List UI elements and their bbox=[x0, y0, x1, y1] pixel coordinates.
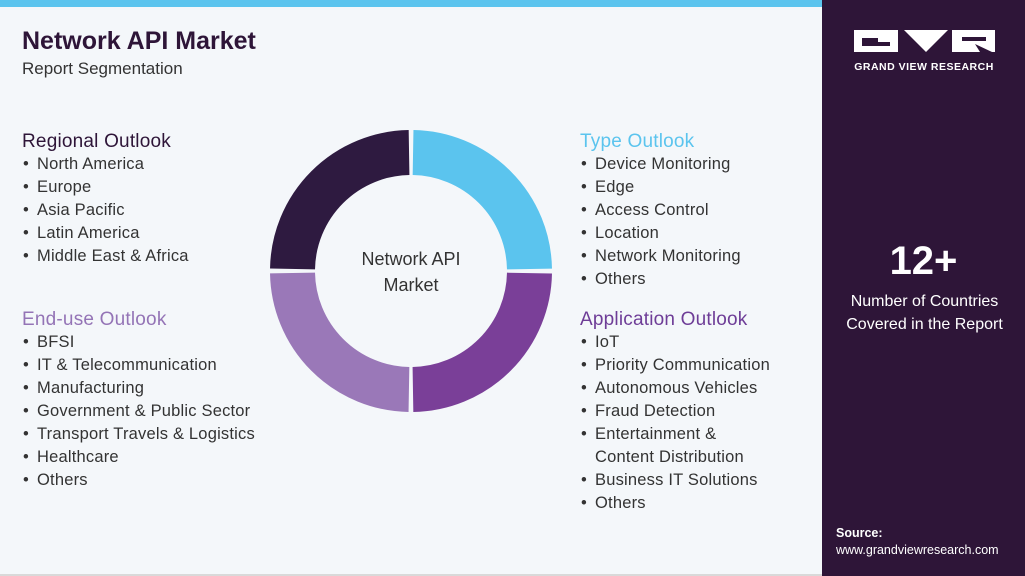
center-label: Market bbox=[383, 275, 438, 295]
segment-item: Manufacturing bbox=[22, 377, 255, 400]
segment: Regional OutlookNorth AmericaEuropeAsia … bbox=[22, 130, 189, 268]
segment-heading: Application Outlook bbox=[580, 309, 748, 330]
brand-name: GRAND VIEW RESEARCH bbox=[854, 61, 994, 73]
segment-item: Asia Pacific bbox=[22, 199, 189, 222]
source-url: www.grandviewresearch.com bbox=[836, 543, 999, 557]
segment-item: Europe bbox=[22, 176, 189, 199]
brand-panel bbox=[822, 0, 1025, 576]
segment-item: IT & Telecommunication bbox=[22, 354, 255, 377]
segment-item: Content Distribution bbox=[595, 448, 744, 466]
segment-item: Fraud Detection bbox=[580, 400, 770, 423]
segment: End-use OutlookBFSIIT & Telecommunicatio… bbox=[22, 308, 255, 492]
segment-item: BFSI bbox=[22, 331, 255, 354]
donut-segment bbox=[269, 130, 552, 412]
segment-item: Access Control bbox=[580, 199, 741, 222]
segment-item: Latin America bbox=[22, 222, 189, 245]
segment-item: Transport Travels & Logistics bbox=[22, 423, 255, 446]
donut-segment bbox=[270, 129, 552, 412]
segment-item: Location bbox=[580, 222, 741, 245]
top-bar bbox=[0, 0, 822, 7]
segment-item: Business IT Solutions bbox=[580, 469, 770, 492]
segment: Type OutlookDevice MonitoringEdgeAccess … bbox=[580, 130, 741, 291]
logo-v bbox=[904, 30, 948, 52]
segment-heading: Type Outlook bbox=[580, 131, 695, 152]
segment-item: North America bbox=[22, 153, 189, 176]
logo bbox=[854, 30, 995, 52]
segment-item: IoT bbox=[580, 331, 770, 354]
donut bbox=[269, 129, 552, 412]
segment-item: Others bbox=[580, 268, 741, 291]
segment-item: Others bbox=[580, 492, 770, 515]
title: Network API Market bbox=[22, 27, 256, 55]
segment-item: Others bbox=[22, 469, 255, 492]
segment-item: Device Monitoring bbox=[580, 153, 741, 176]
segment-item: Government & Public Sector bbox=[22, 400, 255, 423]
segment-item: Edge bbox=[580, 176, 741, 199]
stat-label: Number of Countries Covered in the Repor… bbox=[846, 293, 1003, 333]
donut-segment bbox=[270, 130, 552, 412]
segment-item: Priority Communication bbox=[580, 354, 770, 377]
subtitle: Report Segmentation bbox=[22, 59, 183, 78]
logo-r bbox=[952, 30, 995, 52]
segment-heading: Regional Outlook bbox=[22, 131, 171, 152]
segment-item: Autonomous Vehicles bbox=[580, 377, 770, 400]
segment-item: Entertainment & bbox=[580, 423, 770, 446]
segment-heading: End-use Outlook bbox=[22, 309, 167, 330]
donut-segment bbox=[270, 130, 552, 412]
segment-item: Network Monitoring bbox=[580, 245, 741, 268]
source-label: Source: bbox=[836, 526, 883, 540]
segment-item: Middle East & Africa bbox=[22, 245, 189, 268]
segment-item: Healthcare bbox=[22, 446, 255, 469]
segment: Application OutlookIoTPriority Communica… bbox=[580, 308, 770, 515]
stat-value: 12+ bbox=[889, 239, 958, 283]
logo-g bbox=[854, 30, 898, 52]
center-label: Network API bbox=[361, 249, 460, 269]
